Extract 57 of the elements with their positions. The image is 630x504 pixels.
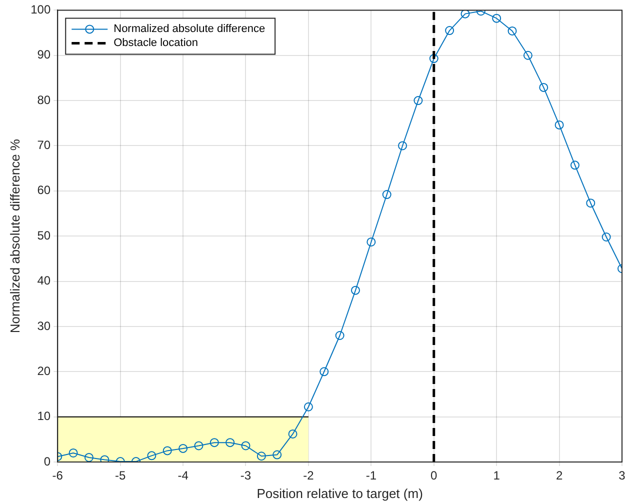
x-tick-label: 1: [493, 468, 500, 483]
point: [602, 232, 611, 242]
point: [68, 448, 78, 458]
point: [554, 120, 564, 130]
x-tick-label: -5: [114, 468, 126, 483]
point: [210, 438, 219, 448]
ref-line-label: Obstacle location: [114, 37, 198, 50]
point: [460, 10, 470, 18]
point: [523, 50, 532, 60]
y-tick-label: 30: [37, 318, 51, 333]
point: [508, 26, 517, 36]
y-tick-label: 20: [37, 364, 51, 378]
point: [429, 54, 438, 64]
point: [492, 14, 502, 23]
x-tick-label: 0: [430, 468, 438, 483]
point: [100, 455, 110, 462]
y-tick-label: 100: [30, 2, 51, 17]
y-tick-label: 0: [44, 454, 51, 468]
y-tick-label: 60: [37, 183, 51, 198]
point: [445, 26, 454, 36]
x-tick-label: -3: [240, 468, 252, 483]
point: [194, 441, 204, 450]
point: [350, 286, 360, 295]
x-tick-label: 3: [618, 468, 626, 483]
point: [226, 438, 235, 448]
y-tick-label: 10: [37, 409, 51, 424]
point: [84, 452, 94, 462]
x-tick-label: -6: [52, 468, 64, 483]
point: [382, 190, 392, 200]
point: [241, 441, 250, 450]
point: [162, 446, 172, 456]
point: [366, 237, 376, 246]
y-tick-label: 70: [37, 138, 51, 152]
point: [272, 450, 282, 460]
point: [570, 160, 580, 170]
y-tick-label: 80: [37, 92, 51, 107]
y-axis-title: Normalized absolute difference %: [7, 138, 22, 334]
point: [288, 429, 298, 438]
point: [178, 444, 188, 453]
x-tick-label: 2: [556, 468, 563, 483]
point: [335, 330, 344, 340]
legend-label: Normalized absolute difference: [114, 23, 266, 36]
point: [539, 82, 548, 92]
point: [320, 367, 329, 376]
point: [147, 451, 156, 460]
point: [586, 198, 596, 208]
point: [256, 452, 266, 461]
x-axis-title: Position relative to target (m): [256, 486, 423, 501]
point: [414, 96, 423, 106]
x-tick-label: -2: [303, 468, 314, 483]
x-tick-label: -1: [366, 468, 377, 483]
point: [398, 141, 408, 150]
y-tick-label: 40: [37, 274, 51, 288]
point: [304, 402, 313, 412]
y-tick-label: 90: [37, 48, 51, 62]
y-tick-label: 50: [37, 228, 51, 242]
x-tick-label: -4: [178, 468, 189, 483]
